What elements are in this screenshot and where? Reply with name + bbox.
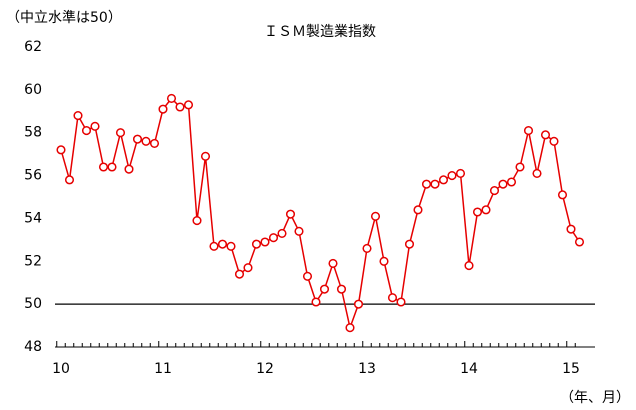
point <box>515 162 525 172</box>
x-tick-label: 13 <box>358 361 376 377</box>
point <box>73 111 83 121</box>
point <box>557 190 568 200</box>
point <box>141 136 151 146</box>
point <box>353 299 364 309</box>
point <box>472 207 483 217</box>
point <box>438 175 449 185</box>
point <box>166 93 177 103</box>
point <box>226 241 236 251</box>
point <box>200 151 211 161</box>
point <box>64 175 75 185</box>
point <box>430 179 440 189</box>
point <box>481 205 491 215</box>
point <box>234 269 245 279</box>
point <box>404 239 415 249</box>
point <box>387 293 398 303</box>
point <box>362 243 372 253</box>
point <box>243 263 253 273</box>
y-tick-label: 48 <box>24 339 42 355</box>
point <box>251 239 262 249</box>
point <box>260 237 270 247</box>
point <box>107 162 117 172</box>
point <box>217 239 228 249</box>
point <box>209 241 219 251</box>
point <box>124 164 134 174</box>
point <box>464 261 474 271</box>
y-tick-label: 52 <box>24 253 42 269</box>
point <box>311 297 321 307</box>
point <box>192 216 202 226</box>
x-tick-label: 11 <box>154 361 172 377</box>
point <box>328 258 338 268</box>
point <box>56 145 66 155</box>
point <box>532 168 542 178</box>
point <box>413 205 423 215</box>
point <box>489 186 500 196</box>
point <box>81 126 92 136</box>
point <box>158 104 168 114</box>
point <box>115 128 126 138</box>
series-line <box>60 97 581 331</box>
point <box>268 233 279 243</box>
point <box>566 224 576 234</box>
y-tick-label: 54 <box>24 210 42 226</box>
point <box>319 284 330 294</box>
point <box>498 179 508 189</box>
point <box>175 102 185 112</box>
point <box>90 121 100 131</box>
point <box>149 138 160 148</box>
x-tick-label: 15 <box>562 361 580 377</box>
point <box>302 271 313 281</box>
point <box>183 100 194 110</box>
point <box>455 168 466 178</box>
y-tick-label: 62 <box>24 39 42 55</box>
point <box>294 226 304 236</box>
point <box>345 323 355 333</box>
point <box>506 177 517 187</box>
point <box>396 297 406 307</box>
point <box>336 284 347 294</box>
point <box>549 136 559 146</box>
point <box>98 162 109 172</box>
y-tick-label: 60 <box>24 82 42 98</box>
point <box>421 179 432 189</box>
point <box>379 256 389 266</box>
point <box>523 126 534 136</box>
point <box>447 171 457 181</box>
y-tick-label: 56 <box>24 168 42 184</box>
y-note: （中立水準は50） <box>6 10 122 26</box>
x-tick-label: 14 <box>460 361 478 377</box>
x-note: （年、月） <box>560 390 630 406</box>
x-tick-label: 10 <box>52 361 70 377</box>
chart-title: ＩＳＭ製造業指数 <box>264 24 376 40</box>
point <box>574 237 585 247</box>
point <box>277 228 287 238</box>
point <box>132 134 143 144</box>
y-tick-label: 50 <box>24 296 42 312</box>
x-tick-label: 12 <box>256 361 274 377</box>
point <box>370 211 381 221</box>
y-tick-label: 58 <box>24 125 42 141</box>
point <box>540 130 551 140</box>
point <box>285 209 296 219</box>
